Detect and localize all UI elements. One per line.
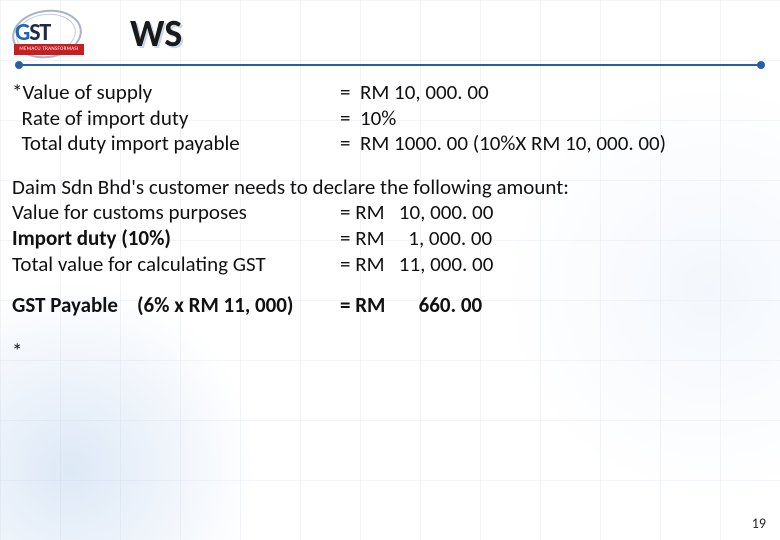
value-customs-amount: = RM 10, 000. 00	[340, 200, 762, 226]
logo-letter-t: T	[39, 18, 50, 47]
value-of-supply-amount: = RM 10, 000. 00	[340, 80, 762, 106]
logo-letters: GST	[15, 18, 50, 47]
row-gst-payable: GST Payable (6% x RM 11, 000) = RM 660. …	[12, 293, 762, 319]
row-value-of-supply: *Value of supply = RM 10, 000. 00	[12, 80, 762, 106]
row-value-customs: Value for customs purposes = RM 10, 000.…	[12, 200, 762, 226]
total-value-gst-amount: = RM 11, 000. 00	[340, 252, 762, 278]
total-duty-import-payable-value: = RM 1000. 00 (10%X RM 10, 000. 00)	[340, 131, 762, 157]
label-rate-of-import-duty: Rate of import duty	[22, 105, 189, 131]
row-import-duty: Import duty (10%) = RM 1, 000. 00	[12, 226, 762, 252]
section-1: *Value of supply = RM 10, 000. 00 Rate o…	[12, 80, 762, 157]
logo-letter-s: S	[29, 18, 39, 47]
section-2: Daim Sdn Bhd's customer needs to declare…	[12, 175, 762, 277]
content-area: *Value of supply = RM 10, 000. 00 Rate o…	[0, 66, 780, 364]
row-rate-of-import-duty: Rate of import duty = 10%	[12, 106, 762, 132]
label-import-duty: Import duty (10%)	[12, 226, 340, 252]
label-total-value-gst: Total value for calculating GST	[12, 252, 340, 278]
logo-tagline: MEMACU TRANSFORMASI	[14, 44, 84, 55]
logo-letter-g: G	[15, 18, 29, 47]
header: GST MEMACU TRANSFORMASI WS	[0, 0, 780, 60]
slide-title: WS	[130, 11, 182, 57]
rate-of-import-duty-value: = 10%	[340, 106, 762, 132]
gst-logo: GST MEMACU TRANSFORMASI	[10, 8, 100, 60]
label-total-duty-import-payable: Total duty import payable	[22, 130, 240, 156]
footnote-marker: *	[12, 339, 762, 365]
row-total-duty-import-payable: Total duty import payable = RM 1000. 00 …	[12, 131, 762, 157]
footnote-ref: *	[12, 79, 22, 105]
section-2-intro: Daim Sdn Bhd's customer needs to declare…	[12, 175, 762, 201]
import-duty-amount: = RM 1, 000. 00	[340, 226, 762, 252]
page-number: 19	[752, 515, 766, 532]
label-gst-payable: GST Payable (6% x RM 11, 000)	[12, 293, 340, 319]
label-value-customs: Value for customs purposes	[12, 200, 340, 226]
row-total-value-gst: Total value for calculating GST = RM 11,…	[12, 252, 762, 278]
gst-payable-amount: = RM 660. 00	[340, 293, 762, 319]
label-value-of-supply: Value of supply	[22, 79, 152, 105]
